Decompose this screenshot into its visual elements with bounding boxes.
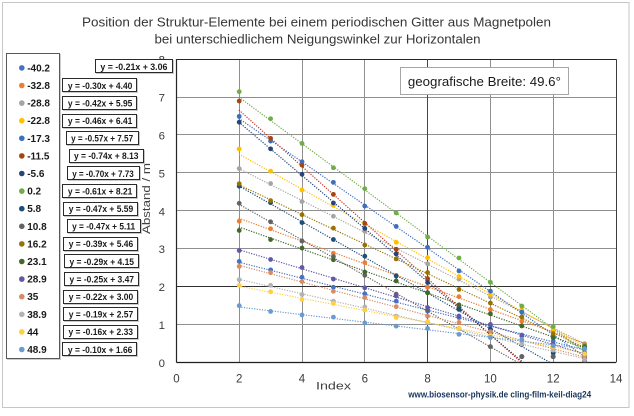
svg-text:y = -0.57x + 7.57: y = -0.57x + 7.57 <box>71 134 133 144</box>
svg-text:0: 0 <box>159 358 165 370</box>
svg-text:8: 8 <box>424 373 430 385</box>
svg-text:y = -0.29x + 4.15: y = -0.29x + 4.15 <box>70 257 135 267</box>
svg-text:y = -0.39x + 5.46: y = -0.39x + 5.46 <box>69 239 134 249</box>
svg-text:y = -0.16x + 2.33: y = -0.16x + 2.33 <box>69 327 134 337</box>
svg-text:bei unterschiedlichem Neigungs: bei unterschiedlichem Neigungswinkel zur… <box>155 32 481 47</box>
svg-text:-28.8: -28.8 <box>27 99 50 110</box>
svg-text:Index: Index <box>316 381 351 393</box>
svg-text:-22.8: -22.8 <box>27 116 50 127</box>
svg-text:-40.2: -40.2 <box>27 63 50 74</box>
svg-text:14: 14 <box>610 373 623 385</box>
svg-text:1: 1 <box>159 320 165 332</box>
svg-text:-32.8: -32.8 <box>27 81 50 92</box>
svg-text:y = -0.70x + 7.73: y = -0.70x + 7.73 <box>72 169 134 179</box>
svg-text:0: 0 <box>173 373 179 385</box>
svg-text:y = -0.61x + 8.21: y = -0.61x + 8.21 <box>68 186 132 196</box>
svg-text:-17.3: -17.3 <box>27 134 50 145</box>
svg-text:6: 6 <box>362 373 368 385</box>
svg-text:0.2: 0.2 <box>27 187 41 198</box>
svg-text:www.biosensor-physik.de cling: www.biosensor-physik.de cling-film-keil-… <box>407 389 592 399</box>
svg-text:Abstand / m: Abstand / m <box>141 163 153 234</box>
svg-text:-11.5: -11.5 <box>27 151 50 162</box>
svg-text:16.2: 16.2 <box>27 239 47 250</box>
svg-text:23.1: 23.1 <box>27 257 47 268</box>
svg-text:2: 2 <box>236 373 242 385</box>
svg-text:Position der Struktur-Elemente: Position der Struktur-Elemente bei einem… <box>82 15 551 30</box>
svg-text:y = -0.42x + 5.95: y = -0.42x + 5.95 <box>68 98 132 108</box>
svg-text:4: 4 <box>159 206 165 218</box>
svg-text:12: 12 <box>547 373 560 385</box>
svg-text:-5.6: -5.6 <box>27 169 45 180</box>
svg-text:28.9: 28.9 <box>27 275 47 286</box>
svg-text:6: 6 <box>159 130 165 142</box>
svg-text:38.9: 38.9 <box>27 310 47 321</box>
svg-text:4: 4 <box>299 373 306 385</box>
svg-text:y = -0.74x + 8.13: y = -0.74x + 8.13 <box>74 151 139 161</box>
svg-text:35: 35 <box>27 292 39 303</box>
svg-text:2: 2 <box>159 282 165 294</box>
svg-text:44: 44 <box>27 327 39 338</box>
svg-text:y = -0.25x + 3.47: y = -0.25x + 3.47 <box>70 274 135 284</box>
svg-text:7: 7 <box>159 93 165 105</box>
svg-text:3: 3 <box>159 244 165 256</box>
svg-text:y = -0.47x + 5.11: y = -0.47x + 5.11 <box>72 222 135 232</box>
svg-text:y = -0.22x + 3.00: y = -0.22x + 3.00 <box>69 292 134 302</box>
svg-text:5: 5 <box>159 168 165 180</box>
svg-text:y = -0.19x + 2.57: y = -0.19x + 2.57 <box>69 310 134 320</box>
svg-text:y = -0.46x + 6.41: y = -0.46x + 6.41 <box>68 116 132 126</box>
svg-text:5.8: 5.8 <box>27 204 41 215</box>
svg-text:y = -0.21x + 3.06: y = -0.21x + 3.06 <box>100 62 167 72</box>
svg-text:y = -0.10x + 1.66: y = -0.10x + 1.66 <box>68 345 132 355</box>
svg-text:y = -0.30x + 4.40: y = -0.30x + 4.40 <box>68 81 132 91</box>
svg-text:y = -0.47x + 5.59: y = -0.47x + 5.59 <box>69 204 134 214</box>
svg-text:48.9: 48.9 <box>27 345 47 356</box>
svg-text:10.8: 10.8 <box>27 222 47 233</box>
svg-text:geografische Breite: 49.6°: geografische Breite: 49.6° <box>408 74 561 89</box>
svg-text:10: 10 <box>484 373 497 385</box>
